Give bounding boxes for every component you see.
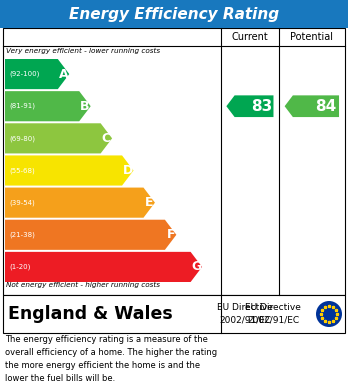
Text: The energy efficiency rating is a measure of the
overall efficiency of a home. T: The energy efficiency rating is a measur… — [5, 335, 217, 382]
Text: EU Directive
2002/91/EC: EU Directive 2002/91/EC — [217, 303, 273, 325]
Text: C: C — [102, 132, 111, 145]
Polygon shape — [5, 220, 176, 250]
Text: EU Directive
2002/91/EC: EU Directive 2002/91/EC — [245, 303, 301, 325]
Bar — [0, 0, 348, 28]
Text: E: E — [145, 196, 153, 209]
Text: (39-54): (39-54) — [9, 199, 35, 206]
Text: Energy Efficiency Rating: Energy Efficiency Rating — [69, 7, 279, 22]
Text: G: G — [191, 260, 201, 273]
Text: (81-91): (81-91) — [9, 103, 35, 109]
Text: 83: 83 — [251, 99, 272, 114]
Text: (21-38): (21-38) — [9, 231, 35, 238]
Text: D: D — [122, 164, 133, 177]
Polygon shape — [5, 156, 134, 186]
Text: Very energy efficient - lower running costs: Very energy efficient - lower running co… — [6, 48, 160, 54]
Text: Current: Current — [231, 32, 268, 42]
Text: (69-80): (69-80) — [9, 135, 35, 142]
Text: F: F — [166, 228, 175, 241]
Text: (1-20): (1-20) — [9, 264, 30, 270]
Text: (92-100): (92-100) — [9, 71, 39, 77]
Polygon shape — [5, 123, 112, 153]
Polygon shape — [5, 91, 91, 121]
Text: England & Wales: England & Wales — [8, 305, 173, 323]
Text: B: B — [80, 100, 90, 113]
Polygon shape — [226, 95, 274, 117]
Text: Potential: Potential — [290, 32, 333, 42]
Text: A: A — [59, 68, 68, 81]
Polygon shape — [5, 188, 155, 218]
Text: 84: 84 — [315, 99, 336, 114]
Polygon shape — [285, 95, 339, 117]
Bar — [3, 28, 345, 295]
Polygon shape — [5, 59, 69, 89]
Text: Not energy efficient - higher running costs: Not energy efficient - higher running co… — [6, 282, 160, 288]
Polygon shape — [5, 252, 202, 282]
Bar — [3, 295, 345, 333]
Circle shape — [316, 301, 342, 327]
Text: (55-68): (55-68) — [9, 167, 35, 174]
